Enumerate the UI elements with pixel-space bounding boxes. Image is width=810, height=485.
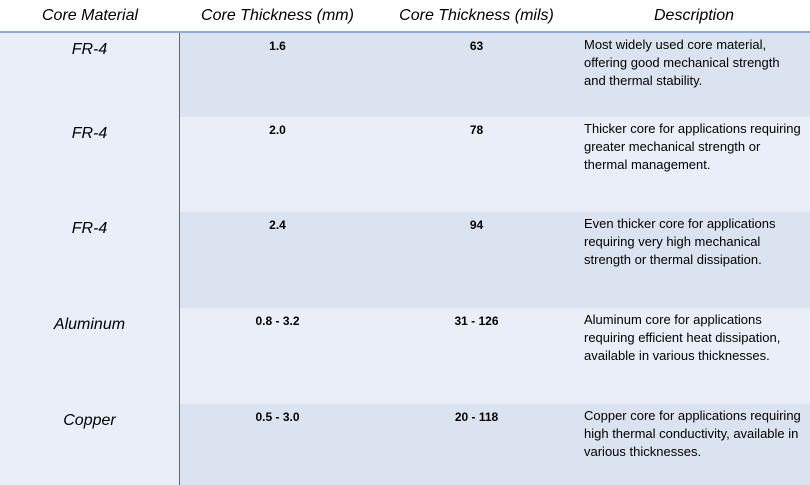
thickness-cell: 78: [375, 117, 578, 212]
header-cell: Description: [578, 0, 810, 33]
description-cell: Most widely used core material, offering…: [578, 33, 810, 117]
description-cell: Even thicker core for applications requi…: [578, 212, 810, 308]
description-cell: Copper core for applications requiring h…: [578, 404, 810, 485]
description-cell: Aluminum core for applications requiring…: [578, 308, 810, 404]
thickness-cell: 63: [375, 33, 578, 117]
header-cell: Core Thickness (mm): [180, 0, 375, 33]
thickness-cell: 0.5 - 3.0: [180, 404, 375, 485]
thickness-cell: 0.8 - 3.2: [180, 308, 375, 404]
header-cell: Core Material: [0, 0, 180, 33]
material-cell: Copper: [0, 404, 180, 485]
thickness-cell: 20 - 118: [375, 404, 578, 485]
thickness-cell: 31 - 126: [375, 308, 578, 404]
material-cell: Aluminum: [0, 308, 180, 404]
thickness-cell: 2.4: [180, 212, 375, 308]
material-cell: FR-4: [0, 33, 180, 117]
material-cell: FR-4: [0, 117, 180, 212]
material-cell: FR-4: [0, 212, 180, 308]
description-cell: Thicker core for applications requiring …: [578, 117, 810, 212]
thickness-cell: 94: [375, 212, 578, 308]
thickness-cell: 2.0: [180, 117, 375, 212]
header-cell: Core Thickness (mils): [375, 0, 578, 33]
thickness-cell: 1.6: [180, 33, 375, 117]
